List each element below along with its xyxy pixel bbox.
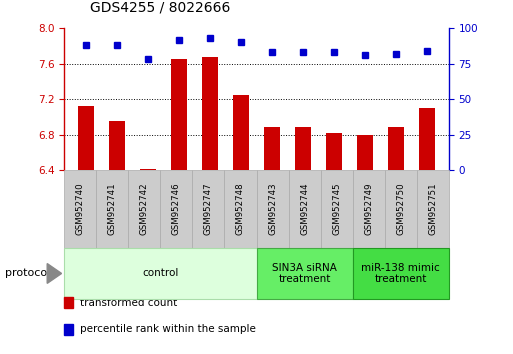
Text: miR-138 mimic
treatment: miR-138 mimic treatment bbox=[361, 263, 440, 284]
Text: GSM952749: GSM952749 bbox=[364, 183, 373, 235]
Text: GSM952741: GSM952741 bbox=[108, 183, 117, 235]
Text: transformed count: transformed count bbox=[80, 298, 177, 308]
Bar bbox=[171, 59, 187, 170]
Bar bbox=[388, 127, 404, 170]
Text: GSM952744: GSM952744 bbox=[300, 183, 309, 235]
Text: percentile rank within the sample: percentile rank within the sample bbox=[80, 324, 255, 334]
Bar bbox=[326, 133, 342, 170]
Text: GSM952750: GSM952750 bbox=[396, 183, 405, 235]
Text: GDS4255 / 8022666: GDS4255 / 8022666 bbox=[90, 0, 230, 14]
Text: GSM952748: GSM952748 bbox=[236, 183, 245, 235]
Bar bbox=[78, 106, 93, 170]
Bar bbox=[109, 121, 125, 170]
Text: protocol: protocol bbox=[5, 268, 50, 279]
Text: GSM952746: GSM952746 bbox=[172, 183, 181, 235]
Text: GSM952742: GSM952742 bbox=[140, 183, 149, 235]
Bar bbox=[140, 169, 155, 170]
Text: GSM952751: GSM952751 bbox=[428, 183, 438, 235]
Text: control: control bbox=[142, 268, 179, 279]
Text: SIN3A siRNA
treatment: SIN3A siRNA treatment bbox=[272, 263, 337, 284]
Bar bbox=[202, 57, 218, 170]
Text: GSM952740: GSM952740 bbox=[75, 183, 85, 235]
Text: GSM952747: GSM952747 bbox=[204, 183, 213, 235]
Bar bbox=[233, 95, 249, 170]
Bar bbox=[420, 108, 435, 170]
Bar bbox=[264, 127, 280, 170]
Text: GSM952743: GSM952743 bbox=[268, 183, 277, 235]
Bar bbox=[295, 127, 311, 170]
Bar bbox=[358, 135, 373, 170]
Text: GSM952745: GSM952745 bbox=[332, 183, 341, 235]
